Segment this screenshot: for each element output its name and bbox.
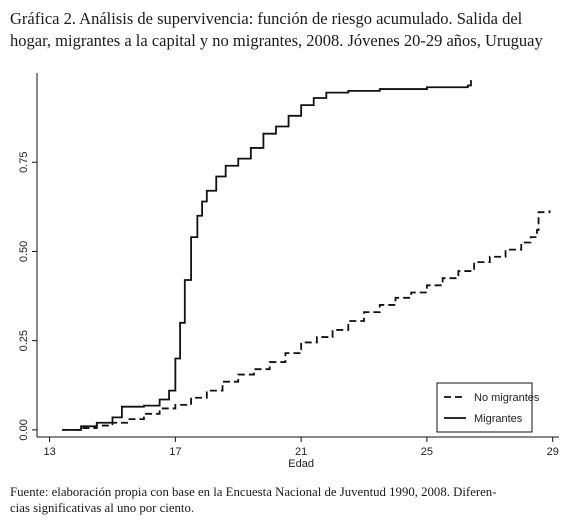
chart-legend: No migrantes Migrantes (436, 382, 540, 433)
series-line-no-migrantes (62, 210, 551, 431)
x-tick-label: 17 (169, 446, 181, 458)
caption-line-1: Gráfica 2. Análisis de supervivencia: fu… (10, 9, 523, 28)
y-tick-label: 0.75 (18, 152, 30, 173)
footnote-line-2: cias significativas al uno por ciento. (10, 501, 195, 515)
y-tick-label: 0.25 (18, 330, 30, 351)
y-tick-label: 0.00 (18, 419, 30, 440)
caption-line-2: hogar, migrantes a la capital y no migra… (10, 31, 543, 50)
x-tick-label: 13 (43, 446, 55, 458)
x-tick-label: 29 (547, 446, 559, 458)
legend-label: No migrantes (474, 392, 540, 404)
series-line-migrantes (62, 80, 472, 431)
legend-label: Migrantes (474, 413, 523, 425)
chart-series (62, 80, 551, 431)
x-axis-title: Edad (288, 458, 314, 470)
x-tick-label: 25 (421, 446, 433, 458)
chart-footnote: Fuente: elaboración propia con base en l… (10, 484, 560, 516)
chart-axes: 13 17 21 25 29 Edad 0.00 0.25 0.50 0.75 (18, 73, 559, 470)
chart-svg: 13 17 21 25 29 Edad 0.00 0.25 0.50 0.75 No migran… (18, 73, 559, 470)
footnote-line-1: Fuente: elaboración propia con base en l… (10, 485, 497, 499)
legend-box (436, 382, 533, 433)
chart-caption: Gráfica 2. Análisis de supervivencia: fu… (10, 8, 560, 52)
x-tick-label: 21 (295, 446, 307, 458)
y-tick-label: 0.50 (18, 241, 30, 262)
